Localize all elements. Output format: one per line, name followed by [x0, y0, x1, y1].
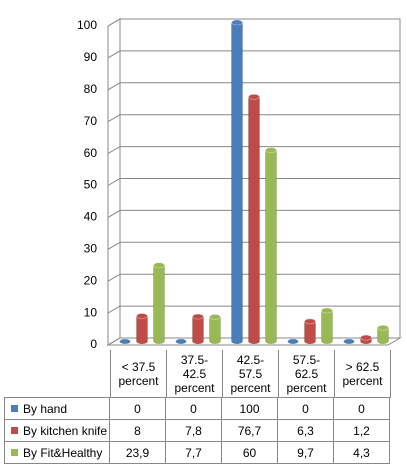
y-tick-label: 20 — [84, 273, 98, 287]
legend-key — [11, 405, 18, 412]
bar-top — [321, 307, 333, 314]
table-cell: 0 — [109, 397, 166, 420]
legend-key — [11, 427, 18, 434]
bar — [153, 265, 165, 342]
y-tick-label: 80 — [84, 82, 98, 96]
grid-line — [107, 18, 400, 27]
category-label: 57.5-62.5 percent — [278, 350, 334, 398]
y-tick-label: 30 — [84, 241, 98, 255]
y-tick-label: 50 — [84, 178, 98, 192]
bar-top — [304, 318, 316, 325]
legend-label: By hand — [23, 401, 68, 416]
table-cell: 7,8 — [165, 419, 222, 442]
y-tick-label: 100 — [77, 18, 97, 32]
bar-base — [231, 339, 243, 344]
table-cell: 6,3 — [277, 419, 334, 442]
table-cell: 7,7 — [165, 441, 222, 464]
y-tick-label: 60 — [84, 146, 98, 160]
grid-line — [107, 241, 400, 250]
bar — [248, 96, 260, 342]
y-tick-label: 70 — [84, 114, 98, 128]
table-cell: 9,7 — [277, 441, 334, 464]
bar-top — [209, 314, 221, 320]
chart: 0 10 20 30 40 50 60 70 80 90 100 — [77, 18, 402, 350]
bar-top — [175, 338, 187, 345]
bar-base — [209, 339, 221, 344]
bar-top — [231, 19, 243, 26]
grid-line — [107, 305, 400, 314]
bar — [231, 22, 243, 342]
bar — [265, 149, 277, 342]
table-cell: 0 — [165, 397, 222, 420]
y-tick-label: 40 — [84, 210, 98, 224]
table-cell: 1,2 — [333, 419, 390, 442]
table-cell: 0 — [333, 397, 390, 420]
y-tick-label: 10 — [84, 305, 98, 319]
bar-base — [265, 339, 277, 344]
bar-base — [136, 339, 148, 344]
grid-line — [107, 209, 400, 218]
legend-cell: By hand — [4, 397, 110, 420]
y-tick-label: 90 — [84, 50, 98, 64]
table-cell: 60 — [221, 441, 278, 464]
table-cell: 76,7 — [221, 419, 278, 442]
bar-top — [360, 334, 372, 341]
table-cell: 100 — [221, 397, 278, 420]
bar-base — [153, 339, 165, 344]
bar-base — [248, 339, 260, 344]
y-tick-label: 0 — [90, 337, 97, 350]
bar — [209, 316, 221, 342]
bar-top — [287, 338, 299, 345]
bar-top — [248, 94, 260, 100]
grid-line — [107, 50, 400, 59]
bar — [136, 315, 148, 342]
legend-label: By Fit&Healthy — [23, 445, 103, 460]
bar — [321, 310, 333, 342]
table-cell: 23,9 — [109, 441, 166, 464]
grid-line — [107, 82, 400, 91]
table-cell: 8 — [109, 419, 166, 442]
bar-top — [119, 338, 131, 345]
bar — [192, 316, 204, 342]
bar — [304, 321, 316, 342]
bar-top — [153, 262, 165, 269]
table-cell: 0 — [277, 397, 334, 420]
grid-line — [107, 178, 400, 186]
bar-top — [192, 313, 204, 320]
bar-base — [321, 339, 333, 344]
legend-key — [11, 449, 18, 456]
bar-base — [304, 339, 316, 344]
legend-label: By kitchen knife — [23, 423, 108, 438]
bar-top — [377, 324, 389, 331]
category-label: > 62.5 percent — [334, 350, 390, 398]
category-label: < 37.5 percent — [110, 350, 166, 398]
bar-top — [265, 147, 277, 153]
table-edge — [390, 350, 391, 398]
grid-line — [107, 146, 400, 155]
bar-base — [377, 339, 389, 344]
grid-line — [107, 114, 400, 123]
bar-base — [192, 339, 204, 344]
grid-line — [107, 273, 400, 282]
bar-top — [343, 338, 355, 345]
table-cell: 4,3 — [333, 441, 390, 464]
legend-cell: By kitchen knife — [4, 419, 110, 442]
legend-cell: By Fit&Healthy — [4, 441, 110, 464]
bar-top — [136, 313, 148, 319]
category-label: 42.5-57.5 percent — [222, 350, 278, 398]
category-label: 37.5-42.5 percent — [166, 350, 222, 398]
